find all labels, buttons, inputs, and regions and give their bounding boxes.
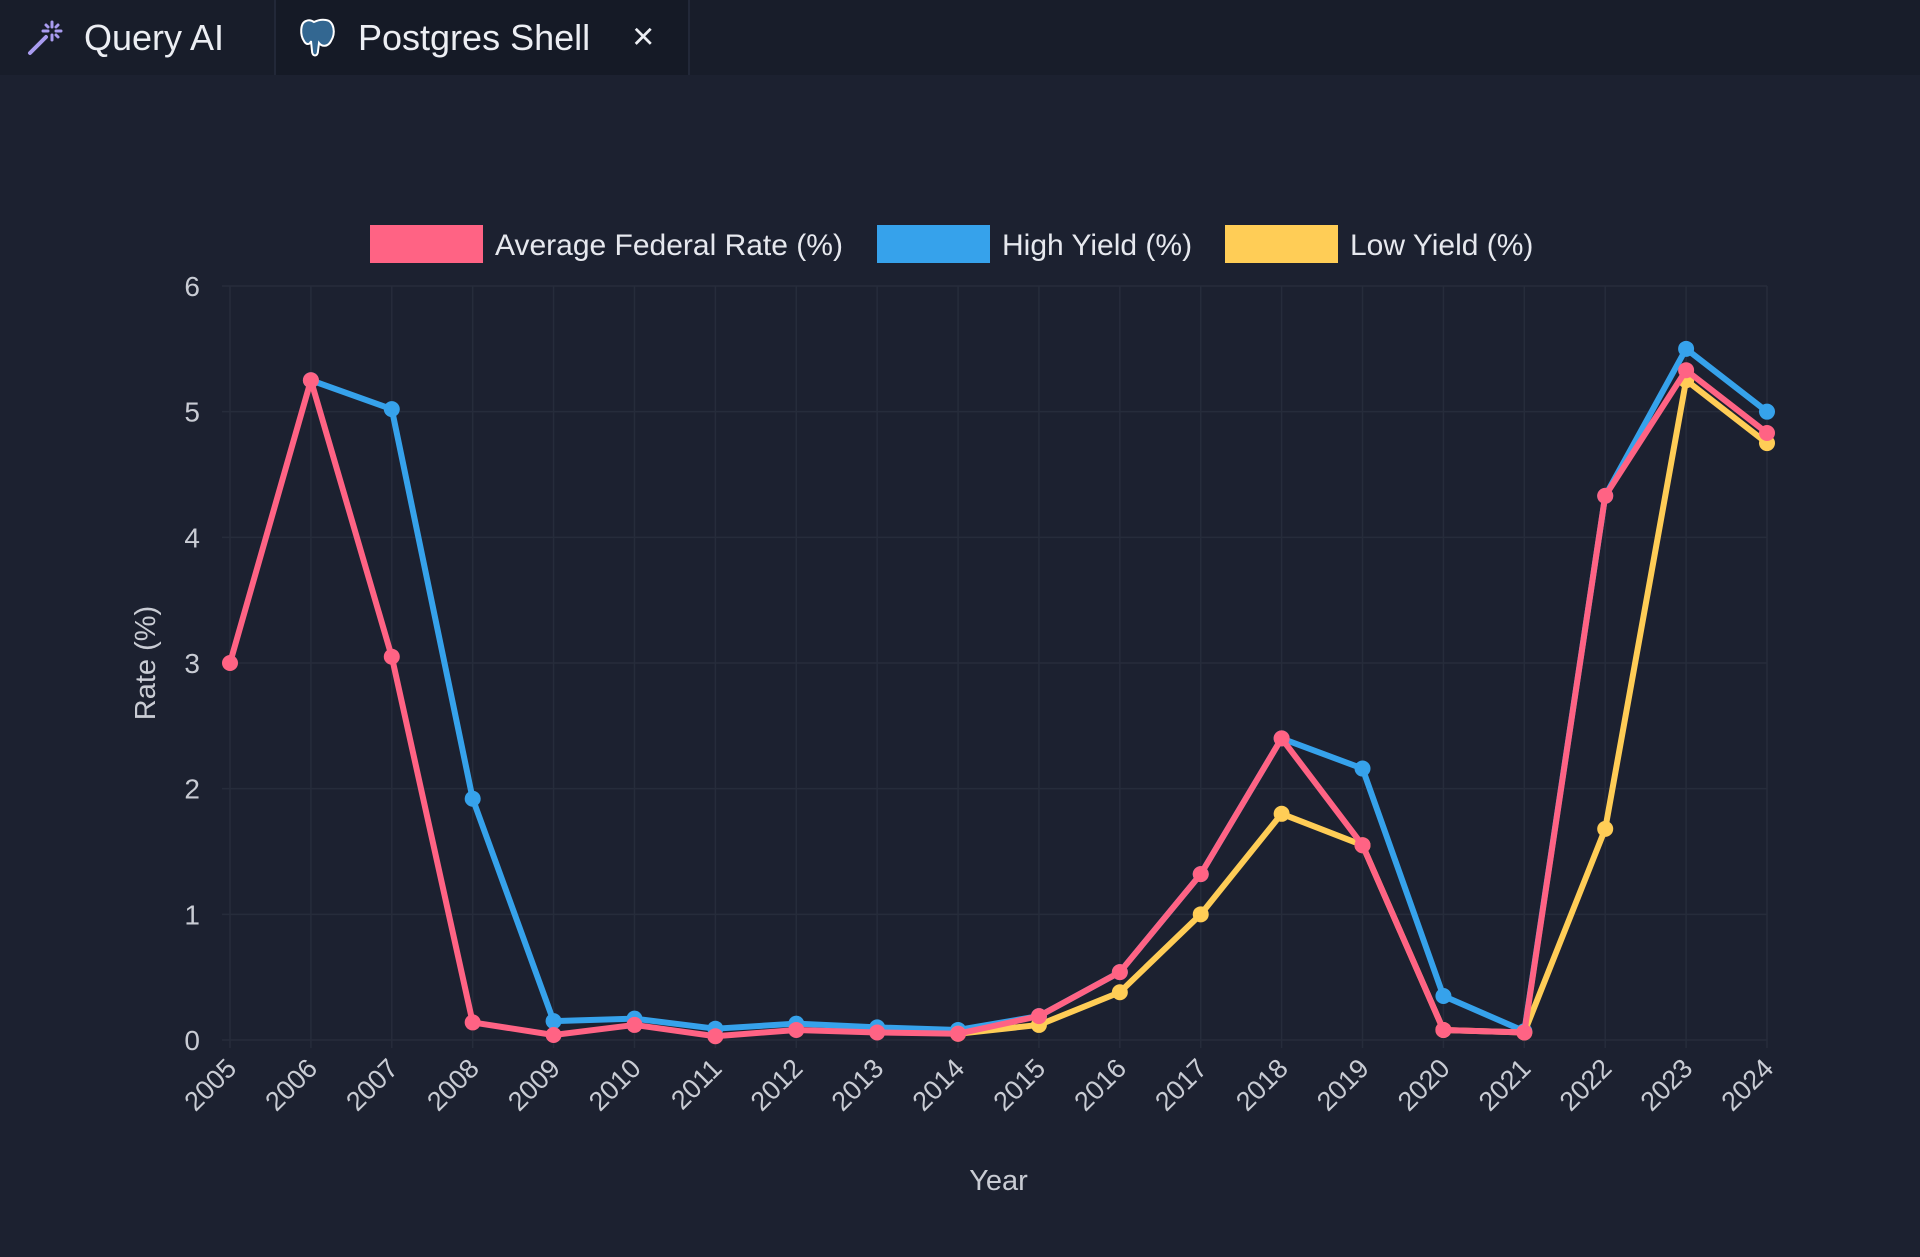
legend-swatch <box>370 225 483 263</box>
x-tick-label: 2013 <box>826 1053 890 1117</box>
x-axis-title: Year <box>969 1165 1028 1197</box>
data-point <box>1759 425 1775 442</box>
data-point <box>1759 403 1775 420</box>
data-point <box>222 655 238 671</box>
data-point <box>1597 487 1614 504</box>
x-tick-label: 2009 <box>502 1053 566 1117</box>
data-point <box>1030 1008 1047 1025</box>
data-point <box>1273 805 1290 822</box>
x-tick-label: 2024 <box>1716 1053 1780 1117</box>
magic-wand-icon <box>28 20 63 55</box>
y-tick-label: 3 <box>184 648 200 679</box>
x-tick-label: 2005 <box>179 1053 243 1117</box>
x-tick-label: 2014 <box>907 1053 971 1117</box>
data-point <box>383 401 400 418</box>
y-tick-label: 6 <box>184 271 200 302</box>
x-tick-label: 2006 <box>259 1053 323 1117</box>
x-tick-label: 2018 <box>1230 1053 1294 1117</box>
y-tick-label: 4 <box>184 522 200 553</box>
x-tick-label: 2019 <box>1311 1053 1375 1117</box>
data-point <box>1678 362 1695 379</box>
tab-label: Query AI <box>84 16 225 58</box>
legend-label: Average Federal Rate (%) <box>495 229 843 262</box>
data-point <box>1354 837 1371 854</box>
data-point <box>1678 340 1695 357</box>
data-point <box>1516 1024 1533 1041</box>
close-tab-icon[interactable]: × <box>632 16 655 58</box>
data-point <box>788 1021 805 1038</box>
x-tick-label: 2021 <box>1473 1053 1537 1117</box>
x-tick-label: 2007 <box>340 1053 404 1117</box>
y-tick-label: 5 <box>184 397 200 428</box>
data-point <box>1435 988 1452 1005</box>
y-axis-title: Rate (%) <box>130 606 162 720</box>
data-point <box>464 790 481 807</box>
data-point <box>1354 760 1371 777</box>
y-tick-label: 1 <box>184 899 200 930</box>
x-tick-label: 2008 <box>421 1053 485 1117</box>
x-tick-label: 2010 <box>583 1053 647 1117</box>
data-point <box>1435 1021 1452 1038</box>
data-point <box>1111 964 1128 981</box>
legend-swatch <box>877 225 990 263</box>
x-tick-label: 2011 <box>665 1053 727 1115</box>
data-point <box>1192 866 1209 883</box>
data-point <box>545 1013 562 1030</box>
data-point <box>1597 820 1614 837</box>
data-point <box>626 1016 643 1033</box>
x-tick-label: 2015 <box>987 1053 1051 1117</box>
legend-label: High Yield (%) <box>1002 229 1192 262</box>
data-point <box>545 1026 562 1043</box>
x-tick-label: 2022 <box>1554 1053 1618 1117</box>
line-chart: 0 1 2 3 4 5 6 2005 2006 2007 2008 2009 2010 2011 2012 2… <box>130 225 1780 1197</box>
data-point <box>707 1028 724 1045</box>
legend-swatch <box>1225 225 1338 263</box>
legend-label: Low Yield (%) <box>1350 229 1533 262</box>
x-tick-label: 2023 <box>1635 1053 1699 1117</box>
data-point <box>869 1024 886 1041</box>
series-line <box>227 367 1769 1040</box>
x-tick-label: 2020 <box>1392 1053 1456 1117</box>
data-point <box>464 1014 481 1031</box>
y-tick-label: 2 <box>184 774 200 805</box>
tab-label: Postgres Shell <box>358 16 591 58</box>
data-point <box>1111 984 1128 1001</box>
data-point <box>950 1025 967 1042</box>
x-tick-label: 2017 <box>1149 1053 1213 1117</box>
tab-query-ai[interactable]: Query AI <box>0 0 274 75</box>
data-point <box>302 372 319 389</box>
x-tick-label: 2012 <box>745 1053 809 1117</box>
tab-bar: Query AI Postgres Shell × <box>0 0 1920 75</box>
data-point <box>1192 906 1209 923</box>
data-point <box>1273 730 1290 747</box>
postgres-elephant-icon <box>300 18 335 56</box>
y-tick-label: 0 <box>184 1025 200 1056</box>
x-tick-label: 2016 <box>1068 1053 1132 1117</box>
tab-postgres-shell[interactable]: Postgres Shell × <box>274 0 690 75</box>
data-point <box>383 648 400 665</box>
